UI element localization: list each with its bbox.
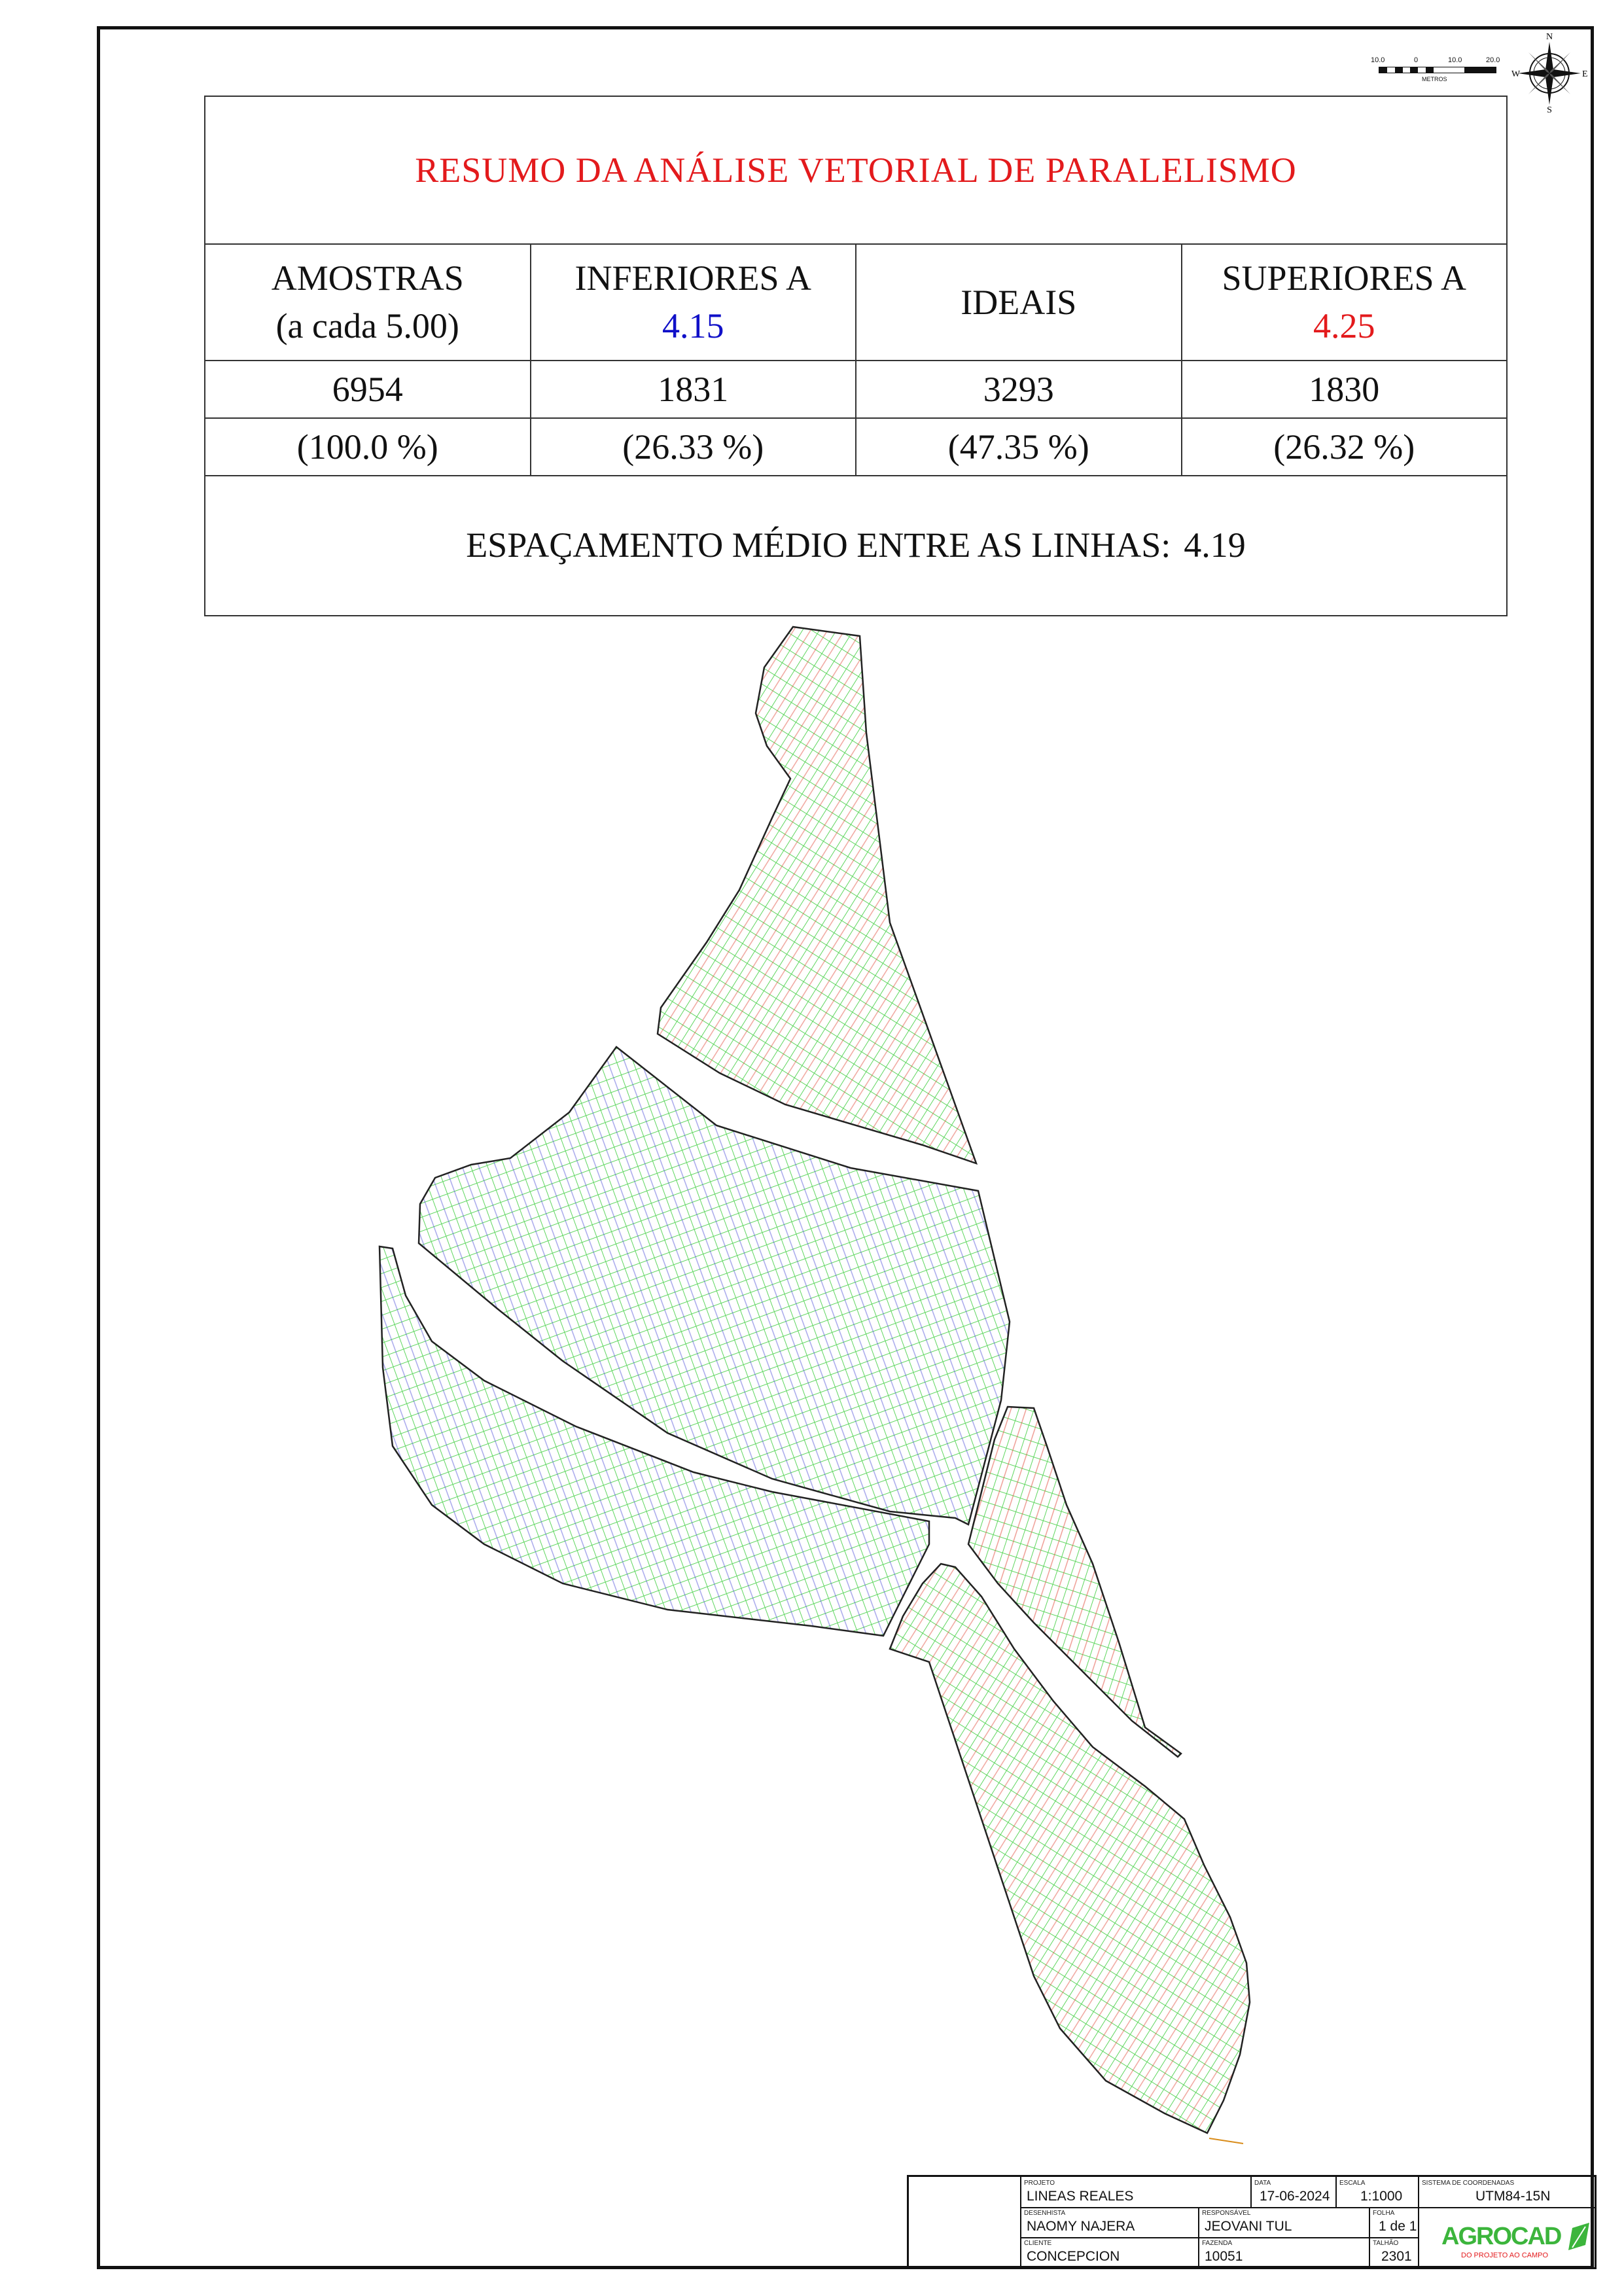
lower-threshold: 4.15 [662, 306, 724, 345]
cliente-value: CONCEPCION [1027, 2249, 1120, 2264]
field-plot [889, 1563, 1251, 2134]
upper-count: 1830 [1309, 369, 1380, 409]
field-plot [378, 1245, 930, 1637]
summary-title: RESUMO DA ANÁLISE VETORIAL DE PARALELISM… [205, 97, 1506, 245]
responsavel-value: JEOVANI TUL [1205, 2219, 1292, 2234]
lower-header-label: INFERIORES A [574, 258, 812, 298]
leaf-icon [1568, 2223, 1589, 2250]
compass-w: W [1511, 69, 1521, 79]
upper-threshold: 4.25 [1313, 306, 1375, 345]
field-map [378, 626, 1251, 2144]
agrocad-logo: AGROCAD DO PROJETO AO CAMPO [1438, 2219, 1595, 2269]
summary-header-row: AMOSTRAS (a cada 5.00) INFERIORES A 4.15… [205, 245, 1506, 361]
scale-bar: 10.0 0 10.0 20.0 METROS [1371, 56, 1502, 85]
average-spacing-value: 4.19 [1184, 525, 1246, 565]
average-spacing: ESPAÇAMENTO MÉDIO ENTRE AS LINHAS: 4.19 [205, 475, 1506, 615]
desenhista-value: NAOMY NAJERA [1027, 2219, 1135, 2234]
logo-tagline: DO PROJETO AO CAMPO [1461, 2252, 1549, 2259]
ideal-header: IDEAIS [856, 245, 1182, 360]
fazenda-caption: FAZENDA [1202, 2240, 1233, 2247]
map-frame [97, 26, 1594, 2269]
lower-percent: (26.33 %) [531, 419, 856, 475]
projeto-caption: PROJETO [1024, 2180, 1055, 2187]
summary-count-row: 6954 1831 3293 1830 [205, 361, 1506, 419]
compass-rose-icon: N S W E [1511, 33, 1588, 114]
folha-value: 1 de 1 [1379, 2219, 1417, 2234]
scale-units: METROS [1422, 76, 1447, 82]
escala-value: 1:1000 [1360, 2189, 1403, 2204]
lower-header: INFERIORES A 4.15 [531, 245, 856, 360]
samples-percent: (100.0 %) [205, 419, 531, 475]
field-plot [656, 626, 978, 1165]
cliente-caption: CLIENTE [1024, 2240, 1052, 2247]
samples-header-label: AMOSTRAS [271, 258, 464, 298]
escala-caption: ESCALA [1339, 2180, 1366, 2187]
summary-percent-row: (100.0 %) (26.33 %) (47.35 %) (26.32 %) [205, 419, 1506, 476]
upper-header-label: SUPERIORES A [1222, 258, 1467, 298]
compass-e: E [1582, 69, 1588, 79]
paralelism-summary-table: RESUMO DA ANÁLISE VETORIAL DE PARALELISM… [204, 96, 1508, 616]
scale-bar-segments [1379, 67, 1496, 73]
upper-percent: (26.32 %) [1273, 427, 1415, 467]
scale-label: 10.0 [1371, 56, 1385, 64]
logo-brand: AGROCAD [1441, 2223, 1562, 2250]
talhao-value: 2301 [1381, 2249, 1412, 2264]
data-caption: DATA [1254, 2180, 1271, 2187]
desenhista-caption: DESENHISTA [1024, 2210, 1066, 2217]
ideal-header-label: IDEAIS [961, 282, 1077, 322]
data-value: 17-06-2024 [1260, 2189, 1330, 2204]
field-plot [417, 1046, 1011, 1526]
compass-n: N [1546, 33, 1553, 42]
samples-interval: (a cada 5.00) [275, 306, 459, 345]
sistema-caption: SISTEMA DE COORDENADAS [1422, 2180, 1515, 2187]
sistema-value: UTM84-15N [1475, 2189, 1551, 2204]
projeto-value: LINEAS REALES [1027, 2189, 1134, 2204]
field-plot [967, 1405, 1182, 1758]
lower-count: 1831 [531, 361, 856, 417]
scale-label: 10.0 [1448, 56, 1462, 64]
samples-count: 6954 [205, 361, 531, 417]
ideal-percent: (47.35 %) [856, 419, 1182, 475]
upper-header: SUPERIORES A 4.25 [1182, 245, 1507, 360]
compass-s: S [1547, 105, 1552, 114]
samples-header: AMOSTRAS (a cada 5.00) [205, 245, 531, 360]
average-spacing-label: ESPAÇAMENTO MÉDIO ENTRE AS LINHAS: [466, 525, 1171, 565]
talhao-caption: TALHÃO [1373, 2240, 1399, 2247]
ideal-count: 3293 [856, 361, 1182, 417]
title-block: PROJETO LINEAS REALES DATA 17-06-2024 ES… [907, 2175, 1597, 2269]
folha-caption: FOLHA [1373, 2210, 1395, 2217]
responsavel-caption: RESPONSÁVEL [1202, 2210, 1251, 2217]
scale-label: 0 [1414, 56, 1419, 64]
fazenda-value: 10051 [1205, 2249, 1243, 2264]
scale-label: 20.0 [1486, 56, 1500, 64]
